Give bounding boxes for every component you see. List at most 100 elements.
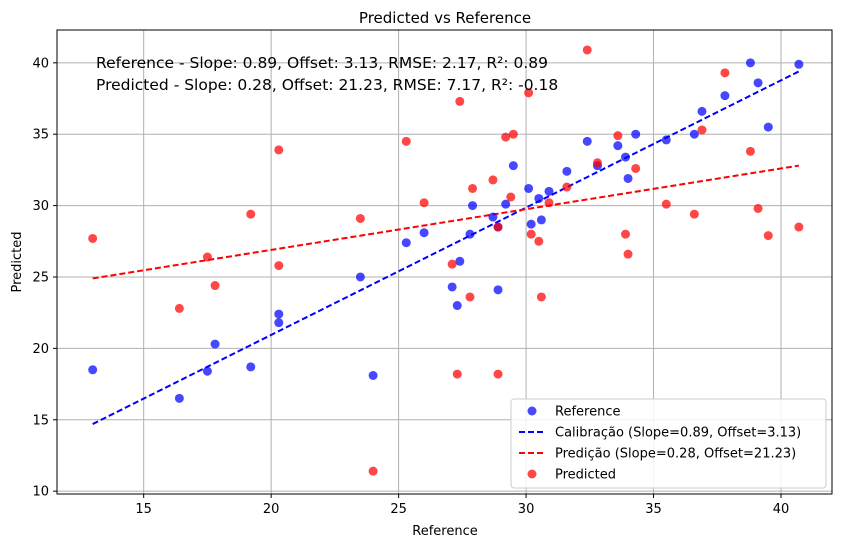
predicted-point: [763, 231, 773, 241]
predicted-point: [419, 198, 429, 208]
predicted-point: [753, 203, 763, 213]
predicted-point: [210, 281, 220, 291]
reference-point: [794, 59, 804, 69]
reference-point: [524, 183, 534, 193]
reference-point: [720, 91, 730, 101]
chart-title: Predicted vs Reference: [359, 9, 531, 27]
annotation-predicted: Predicted - Slope: 0.28, Offset: 21.23, …: [96, 76, 558, 94]
y-tick-label: 35: [32, 128, 49, 143]
annotation-reference: Reference - Slope: 0.89, Offset: 3.13, R…: [96, 54, 548, 72]
axis-ticks: 15 20 25 30 35 40 10 15 20 25 30 35 40: [32, 56, 789, 517]
x-tick-label: 20: [263, 502, 280, 517]
reference-point: [210, 339, 220, 349]
reference-point: [582, 136, 592, 146]
x-tick-label: 25: [390, 502, 407, 517]
reference-point: [631, 129, 641, 139]
x-tick-label: 35: [645, 502, 662, 517]
predicted-point: [501, 132, 511, 142]
reference-point: [202, 366, 212, 376]
y-tick-label: 25: [32, 270, 49, 285]
predicted-point: [745, 146, 755, 156]
reference-point: [452, 301, 462, 311]
plot-frame: [56, 29, 833, 495]
legend-marker: [527, 406, 537, 416]
x-tick-label: 15: [135, 502, 152, 517]
predicted-point: [274, 145, 284, 155]
reference-point: [488, 212, 498, 222]
predicted-point: [493, 369, 503, 379]
predicted-point: [355, 213, 365, 223]
predicted-point: [582, 45, 592, 55]
predicted-point: [534, 236, 544, 246]
predicted-point: [246, 209, 256, 219]
y-tick-label: 20: [32, 342, 49, 357]
predicted-point: [613, 131, 623, 141]
reference-point: [526, 219, 536, 229]
reference-point: [536, 215, 546, 225]
predicted-point: [631, 163, 641, 173]
predicted-point: [508, 129, 518, 139]
y-tick-label: 40: [32, 56, 49, 71]
predicted-point: [621, 229, 631, 239]
scatter-points: [88, 45, 804, 476]
predicted-point: [506, 192, 516, 202]
reference-point: [753, 78, 763, 88]
predicted-point: [274, 261, 284, 271]
reference-point: [468, 201, 478, 211]
predicted-point: [689, 209, 699, 219]
legend-label: Calibração (Slope=0.89, Offset=3.13): [555, 426, 801, 441]
reference-point: [274, 318, 284, 328]
reference-point: [562, 166, 572, 176]
x-tick-label: 40: [773, 502, 790, 517]
reference-point: [455, 256, 465, 266]
reference-point: [88, 365, 98, 375]
reference-point: [501, 199, 511, 209]
predicted-point: [544, 198, 554, 208]
reference-point: [623, 173, 633, 183]
reference-point: [355, 272, 365, 282]
y-tick-label: 30: [32, 199, 49, 214]
predicted-point: [562, 182, 572, 192]
predicted-point: [697, 125, 707, 135]
reference-point: [544, 186, 554, 196]
predicted-point: [623, 249, 633, 259]
predicted-point: [202, 252, 212, 262]
reference-point: [401, 238, 411, 248]
predicted-point: [661, 199, 671, 209]
calibration-line: [92, 70, 800, 425]
reference-point: [661, 135, 671, 145]
predicted-point: [794, 222, 804, 232]
reference-point: [493, 285, 503, 295]
reference-point: [763, 122, 773, 132]
predicted-point: [592, 158, 602, 168]
reference-point: [613, 141, 623, 151]
reference-point: [368, 371, 378, 381]
predicted-point: [88, 233, 98, 243]
legend-label: Reference: [555, 405, 620, 420]
predicted-point: [368, 466, 378, 476]
predicted-point: [526, 229, 536, 239]
reference-point: [697, 106, 707, 116]
predicted-point: [468, 183, 478, 193]
reference-point: [621, 152, 631, 162]
predicted-point: [536, 292, 546, 302]
x-axis-label: Reference: [412, 524, 477, 539]
predicted-point: [524, 88, 534, 98]
predicted-point: [488, 175, 498, 185]
legend: Reference Calibração (Slope=0.89, Offset=…: [510, 398, 827, 489]
predicted-point: [447, 259, 457, 269]
reference-point: [246, 362, 256, 372]
reference-point: [465, 229, 475, 239]
reference-point: [274, 309, 284, 319]
grid: [57, 30, 832, 494]
legend-label: Predição (Slope=0.28, Offset=21.23): [555, 447, 796, 462]
reference-point: [174, 393, 184, 403]
predicted-point: [174, 303, 184, 313]
reference-point: [534, 193, 544, 203]
predicted-point: [493, 222, 503, 232]
legend-marker: [527, 469, 537, 479]
y-tick-label: 10: [32, 485, 49, 500]
reference-point: [508, 161, 518, 171]
predicted-point: [452, 369, 462, 379]
